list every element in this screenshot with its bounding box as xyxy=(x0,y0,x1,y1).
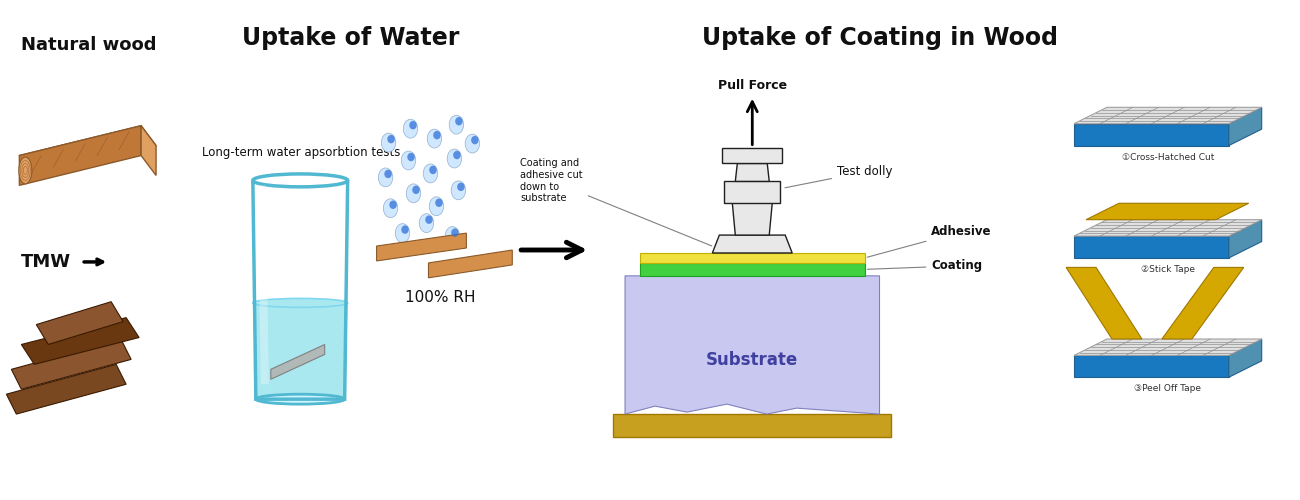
Polygon shape xyxy=(1074,236,1228,258)
Ellipse shape xyxy=(412,186,420,194)
Text: ①Cross-Hatched Cut: ①Cross-Hatched Cut xyxy=(1122,152,1214,162)
Polygon shape xyxy=(142,126,156,176)
Ellipse shape xyxy=(407,184,421,203)
Polygon shape xyxy=(712,235,792,253)
Polygon shape xyxy=(270,344,325,380)
Text: Substrate: Substrate xyxy=(706,350,798,368)
Polygon shape xyxy=(12,340,131,389)
Polygon shape xyxy=(640,263,865,276)
Text: Coating: Coating xyxy=(867,260,983,272)
Ellipse shape xyxy=(424,164,438,183)
Polygon shape xyxy=(732,204,772,235)
Polygon shape xyxy=(625,276,880,414)
Text: ③Peel Off Tape: ③Peel Off Tape xyxy=(1135,384,1201,393)
Ellipse shape xyxy=(465,134,480,153)
Text: Test dolly: Test dolly xyxy=(785,166,893,188)
Polygon shape xyxy=(1074,124,1228,146)
Text: Uptake of Coating in Wood: Uptake of Coating in Wood xyxy=(702,26,1057,50)
Polygon shape xyxy=(614,414,892,437)
Ellipse shape xyxy=(425,216,433,224)
Polygon shape xyxy=(429,250,512,278)
Polygon shape xyxy=(1228,108,1262,146)
Ellipse shape xyxy=(402,151,416,170)
Polygon shape xyxy=(377,233,467,261)
Polygon shape xyxy=(20,126,156,176)
Ellipse shape xyxy=(410,121,417,130)
Ellipse shape xyxy=(429,197,443,216)
Text: Natural wood: Natural wood xyxy=(21,36,157,54)
Ellipse shape xyxy=(429,166,437,174)
Ellipse shape xyxy=(403,119,417,138)
Ellipse shape xyxy=(256,394,344,404)
Ellipse shape xyxy=(254,298,347,308)
Ellipse shape xyxy=(471,136,478,144)
Ellipse shape xyxy=(436,198,443,207)
Ellipse shape xyxy=(447,149,462,168)
Text: Coating and
adhesive cut
down to
substrate: Coating and adhesive cut down to substra… xyxy=(520,158,712,246)
Polygon shape xyxy=(254,303,347,399)
Ellipse shape xyxy=(385,170,391,178)
Polygon shape xyxy=(1162,268,1244,339)
Polygon shape xyxy=(1074,108,1262,124)
Text: Long-term water apsorbtion tests: Long-term water apsorbtion tests xyxy=(202,146,400,158)
Ellipse shape xyxy=(428,129,442,148)
Polygon shape xyxy=(1074,356,1228,378)
Ellipse shape xyxy=(395,224,410,242)
Ellipse shape xyxy=(402,226,408,234)
Ellipse shape xyxy=(445,226,460,246)
Text: TMW: TMW xyxy=(21,253,72,271)
Ellipse shape xyxy=(20,157,31,184)
Polygon shape xyxy=(1074,339,1262,355)
Ellipse shape xyxy=(455,117,463,126)
Ellipse shape xyxy=(451,228,459,237)
Ellipse shape xyxy=(451,181,465,200)
Polygon shape xyxy=(21,318,139,364)
Ellipse shape xyxy=(407,153,415,161)
Text: 100% RH: 100% RH xyxy=(406,290,476,305)
Ellipse shape xyxy=(381,133,395,152)
Polygon shape xyxy=(1086,204,1249,220)
Ellipse shape xyxy=(450,116,464,134)
Text: ②Stick Tape: ②Stick Tape xyxy=(1141,265,1195,274)
Polygon shape xyxy=(640,253,865,263)
Ellipse shape xyxy=(433,131,441,140)
Polygon shape xyxy=(736,164,770,182)
Ellipse shape xyxy=(378,168,393,187)
Ellipse shape xyxy=(387,135,395,143)
Polygon shape xyxy=(20,126,142,186)
Polygon shape xyxy=(1228,339,1262,378)
Polygon shape xyxy=(6,364,126,414)
Polygon shape xyxy=(1074,220,1262,236)
Polygon shape xyxy=(1066,268,1141,339)
Ellipse shape xyxy=(389,200,396,209)
Text: Pull Force: Pull Force xyxy=(718,79,786,92)
Ellipse shape xyxy=(384,199,398,218)
Polygon shape xyxy=(724,182,780,204)
Ellipse shape xyxy=(458,182,464,191)
Polygon shape xyxy=(36,302,124,344)
Text: Uptake of Water: Uptake of Water xyxy=(242,26,459,50)
Polygon shape xyxy=(723,148,783,164)
Ellipse shape xyxy=(419,214,434,233)
Polygon shape xyxy=(257,186,269,384)
Polygon shape xyxy=(1228,220,1262,258)
Ellipse shape xyxy=(454,151,460,160)
Text: Adhesive: Adhesive xyxy=(867,225,992,257)
